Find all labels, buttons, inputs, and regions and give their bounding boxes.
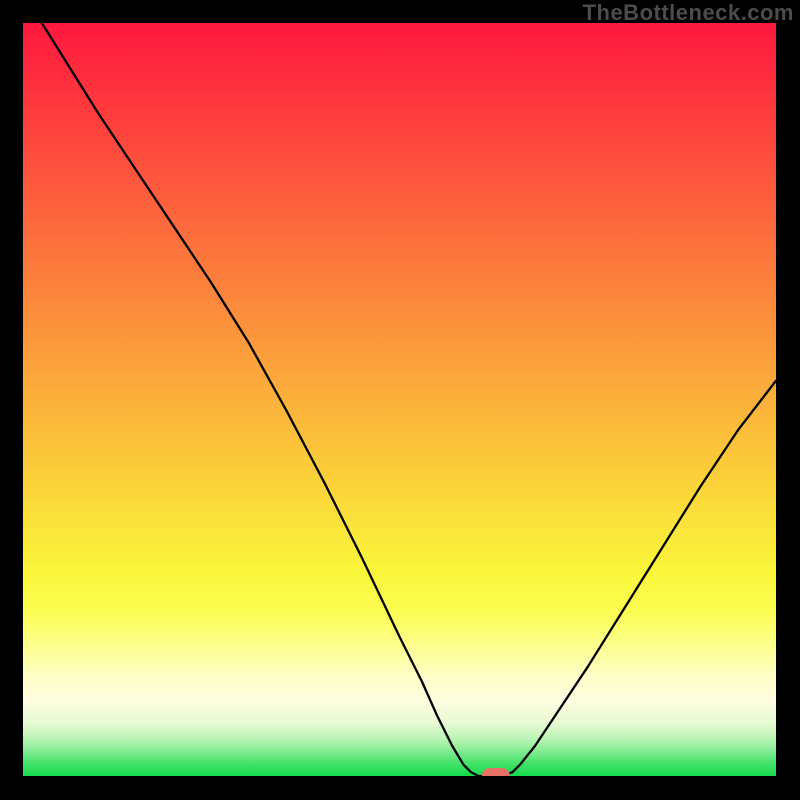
bottleneck-chart bbox=[23, 23, 776, 776]
plot-area bbox=[23, 23, 776, 776]
watermark-text: TheBottleneck.com bbox=[583, 0, 794, 26]
optimal-marker bbox=[482, 768, 509, 776]
chart-stage: TheBottleneck.com bbox=[0, 0, 800, 800]
gradient-background bbox=[23, 23, 776, 776]
